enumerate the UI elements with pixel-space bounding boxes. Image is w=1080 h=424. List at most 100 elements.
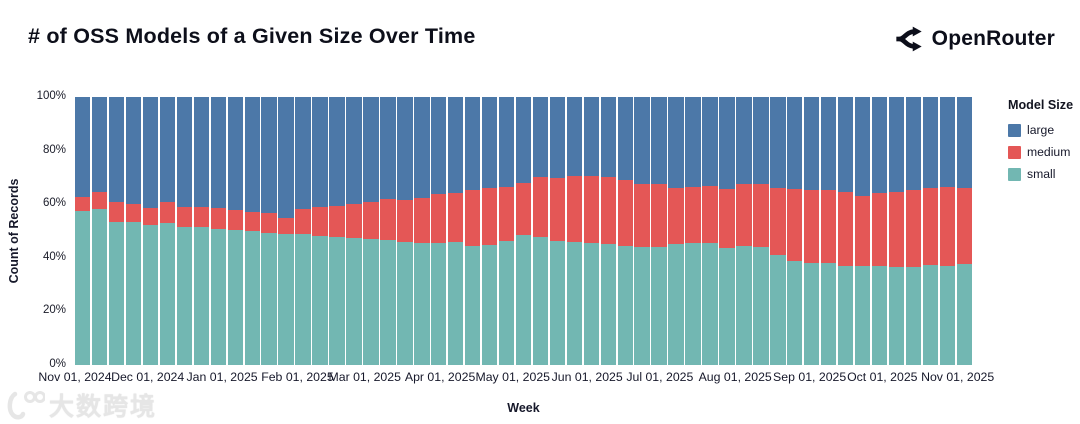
segment-large bbox=[549, 97, 566, 178]
segment-large bbox=[888, 97, 905, 193]
stacked-bar-week bbox=[787, 97, 803, 365]
x-tick-label: Feb 01, 2025 bbox=[261, 370, 334, 384]
legend-title: Model Size bbox=[1008, 98, 1074, 112]
segment-large bbox=[939, 97, 956, 188]
stacked-bar-week bbox=[108, 97, 125, 365]
segment-small bbox=[261, 232, 277, 365]
stacked-bar-week bbox=[651, 97, 667, 365]
segment-medium bbox=[685, 187, 701, 243]
segment-large bbox=[227, 97, 244, 211]
segment-medium bbox=[702, 185, 718, 244]
x-tick-label: Jan 01, 2025 bbox=[186, 370, 258, 384]
stacked-bar-week bbox=[719, 97, 735, 365]
segment-large bbox=[329, 97, 345, 207]
stacked-bar-week bbox=[75, 97, 91, 365]
stacked-bar-week bbox=[193, 97, 210, 365]
segment-medium bbox=[464, 189, 481, 246]
segment-medium bbox=[837, 192, 854, 266]
stacked-bar-week bbox=[736, 97, 752, 365]
segment-large bbox=[210, 97, 227, 208]
y-tick-label: 100% bbox=[36, 90, 66, 102]
stacked-bar-week bbox=[702, 97, 718, 365]
segment-medium bbox=[719, 188, 735, 249]
segment-small bbox=[346, 237, 362, 365]
segment-medium bbox=[736, 184, 752, 246]
segment-small bbox=[515, 235, 532, 365]
stacked-bar-week bbox=[176, 97, 193, 365]
stacked-bar-week bbox=[837, 97, 854, 365]
segment-small bbox=[414, 242, 430, 365]
segment-small bbox=[600, 244, 616, 365]
segment-small bbox=[125, 221, 142, 365]
stacked-bar-week bbox=[583, 97, 600, 365]
legend-items: large medium small bbox=[1008, 123, 1078, 181]
segment-large bbox=[719, 97, 735, 189]
stacked-bar-week bbox=[515, 97, 532, 365]
x-tick-label: Apr 01, 2025 bbox=[404, 370, 476, 384]
segment-large bbox=[702, 97, 718, 186]
segment-medium bbox=[125, 204, 142, 222]
segment-large bbox=[498, 97, 515, 187]
stacked-bar-week bbox=[227, 97, 244, 365]
page-title: # of OSS Models of a Given Size Over Tim… bbox=[28, 24, 476, 48]
x-axis-title: Week bbox=[507, 401, 540, 415]
segment-small bbox=[176, 226, 193, 365]
segment-medium bbox=[888, 192, 905, 268]
stacked-bar-week bbox=[922, 97, 939, 365]
x-tick-label: Nov 01, 2024 bbox=[38, 370, 112, 384]
segment-large bbox=[431, 97, 447, 195]
stacked-bar-week bbox=[820, 97, 837, 365]
segment-small bbox=[888, 267, 905, 365]
segment-medium bbox=[159, 202, 176, 223]
stacked-bar-week bbox=[346, 97, 362, 365]
stacked-bar-week bbox=[549, 97, 566, 365]
x-tick-label: Mar 01, 2025 bbox=[328, 370, 401, 384]
segment-medium bbox=[312, 206, 328, 237]
segment-small bbox=[871, 266, 888, 365]
segment-medium bbox=[787, 188, 803, 261]
stacked-bar-week bbox=[956, 97, 973, 365]
segment-large bbox=[600, 97, 616, 178]
segment-large bbox=[91, 97, 108, 193]
stacked-bar-week bbox=[854, 97, 871, 365]
segment-small bbox=[295, 233, 311, 365]
segment-medium bbox=[820, 189, 837, 263]
segment-large bbox=[583, 97, 600, 177]
segment-small bbox=[922, 265, 939, 365]
segment-large bbox=[753, 97, 769, 185]
stacked-bar-week bbox=[871, 97, 888, 365]
segment-small bbox=[210, 228, 227, 365]
y-tick-label: 20% bbox=[42, 304, 66, 317]
stacked-bar-week bbox=[498, 97, 515, 365]
segment-large bbox=[736, 97, 752, 185]
segment-large bbox=[397, 97, 413, 200]
legend-item-medium: medium bbox=[1008, 145, 1078, 159]
segment-medium bbox=[75, 196, 91, 211]
segment-large bbox=[159, 97, 176, 203]
segment-medium bbox=[363, 201, 379, 239]
segment-small bbox=[736, 245, 752, 365]
y-tick-label: 0% bbox=[49, 358, 66, 370]
segment-large bbox=[108, 97, 125, 203]
openrouter-brand: OpenRouter bbox=[894, 24, 1055, 54]
segment-large bbox=[837, 97, 854, 193]
plot-area bbox=[75, 97, 973, 365]
segment-large bbox=[956, 97, 973, 189]
segment-medium bbox=[566, 175, 583, 242]
x-tick-label: Aug 01, 2025 bbox=[698, 370, 772, 384]
segment-small bbox=[702, 243, 718, 365]
legend-swatch-medium bbox=[1008, 145, 1021, 159]
segment-medium bbox=[295, 209, 311, 234]
segment-small bbox=[431, 243, 447, 365]
segment-small bbox=[397, 242, 413, 365]
segment-small bbox=[447, 242, 464, 365]
segment-medium bbox=[414, 198, 430, 243]
segment-small bbox=[583, 243, 600, 365]
legend-swatch-small bbox=[1008, 167, 1021, 181]
segment-large bbox=[176, 97, 193, 207]
segment-small bbox=[617, 245, 633, 365]
segment-medium bbox=[329, 206, 345, 237]
segment-large bbox=[634, 97, 650, 184]
